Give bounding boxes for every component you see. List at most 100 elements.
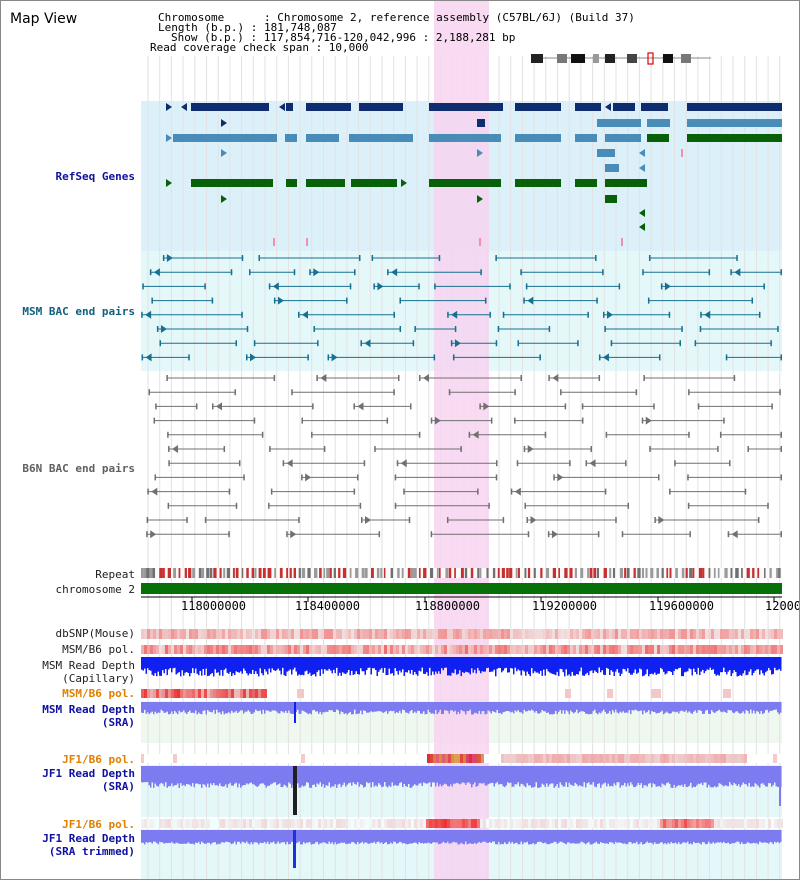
depth-bar <box>186 830 188 844</box>
depth-bar <box>553 766 555 788</box>
depth-bar <box>603 766 605 784</box>
depth-bar <box>298 830 300 842</box>
depth-bar <box>163 830 165 844</box>
depth-bar <box>342 830 344 844</box>
bac-end-marker <box>418 431 421 438</box>
depth-bar <box>432 657 434 672</box>
depth-bar <box>675 657 677 669</box>
track-label-refseq[interactable]: RefSeq Genes <box>55 170 135 183</box>
depth-bar <box>321 766 323 787</box>
bac-end-marker <box>697 403 700 410</box>
depth-bar <box>373 830 375 842</box>
depth-bar <box>658 830 660 844</box>
depth-bar <box>288 702 290 711</box>
heat-cell <box>567 819 570 828</box>
depth-bar <box>229 657 231 672</box>
heat-cell <box>213 819 216 828</box>
depth-bar <box>480 830 482 843</box>
heat-cell <box>327 645 330 654</box>
depth-bar <box>433 702 435 715</box>
track-label-msm-bac[interactable]: MSM BAC end pairs <box>22 305 135 318</box>
depth-bar <box>192 766 194 784</box>
depth-bar <box>768 830 770 844</box>
depth-bar <box>627 657 629 669</box>
heat-cell <box>288 819 291 828</box>
depth-bar <box>238 702 240 712</box>
heat-cell <box>270 819 273 828</box>
depth-bar <box>532 830 534 843</box>
bac-end-marker <box>273 297 276 304</box>
heat-cell <box>462 629 465 639</box>
repeat-element <box>574 568 577 578</box>
track-label-b6n-bac[interactable]: B6N BAC end pairs <box>22 462 135 475</box>
depth-bar <box>153 766 155 788</box>
heat-cell <box>480 645 483 654</box>
depth-bar <box>469 766 471 784</box>
depth-bar <box>354 830 356 844</box>
depth-bar <box>520 657 522 676</box>
depth-bar <box>177 766 179 784</box>
depth-bar <box>412 830 414 844</box>
gene-strand-arrow <box>731 530 738 539</box>
depth-bar <box>321 702 323 715</box>
gene-strand-arrow <box>401 179 407 187</box>
depth-bar <box>352 830 354 842</box>
heat-cell <box>228 819 231 828</box>
depth-bar <box>334 702 336 712</box>
heat-cell <box>354 645 357 654</box>
depth-bar <box>220 657 222 671</box>
depth-bar <box>300 702 302 714</box>
heat-cell <box>693 629 696 639</box>
depth-bar <box>522 830 524 845</box>
heat-cell <box>162 689 165 698</box>
heat-cell <box>603 629 606 639</box>
track-label-msm-pol-1: MSM/B6 pol. <box>62 643 135 656</box>
depth-bar <box>241 830 243 842</box>
heat-cell <box>469 754 472 763</box>
depth-bar <box>511 830 513 842</box>
depth-bar <box>735 702 737 712</box>
heat-cell <box>444 645 447 654</box>
depth-bar <box>396 657 398 672</box>
heat-cell <box>375 819 378 828</box>
heat-cell <box>573 645 576 654</box>
depth-bar <box>360 657 362 669</box>
depth-bar <box>571 766 573 786</box>
heat-cell <box>675 819 678 828</box>
heat-cell <box>597 629 600 639</box>
heat-cell <box>636 819 639 828</box>
repeat-element <box>533 568 536 578</box>
heat-cell <box>291 629 294 639</box>
depth-bar <box>432 702 434 714</box>
track-label-dbsnp: dbSNP(Mouse) <box>55 627 135 640</box>
depth-bar <box>466 657 468 673</box>
heat-cell <box>207 689 210 698</box>
depth-bar <box>334 830 336 843</box>
depth-bar <box>766 830 768 843</box>
depth-bar <box>601 830 603 844</box>
heat-cell <box>510 819 513 828</box>
depth-bar <box>742 830 744 844</box>
gene-strand-arrow <box>645 416 652 425</box>
depth-bar <box>543 830 545 844</box>
heat-cell <box>348 645 351 654</box>
heat-cell <box>252 689 255 698</box>
depth-bar <box>619 702 621 712</box>
depth-bar <box>384 766 386 783</box>
depth-bar <box>610 766 612 786</box>
depth-bar <box>495 830 497 845</box>
repeat-element <box>319 568 322 578</box>
repeat-element <box>298 568 301 578</box>
depth-bar <box>166 766 168 788</box>
depth-bar <box>348 702 350 714</box>
depth-bar <box>622 830 624 844</box>
depth-bar <box>228 830 230 843</box>
repeat-element <box>650 568 654 578</box>
heat-cell <box>540 754 543 763</box>
bac-end-marker <box>235 502 238 509</box>
heat-cell <box>369 629 372 639</box>
depth-bar <box>730 830 732 844</box>
depth-bar <box>337 657 339 676</box>
depth-bar <box>402 830 404 844</box>
